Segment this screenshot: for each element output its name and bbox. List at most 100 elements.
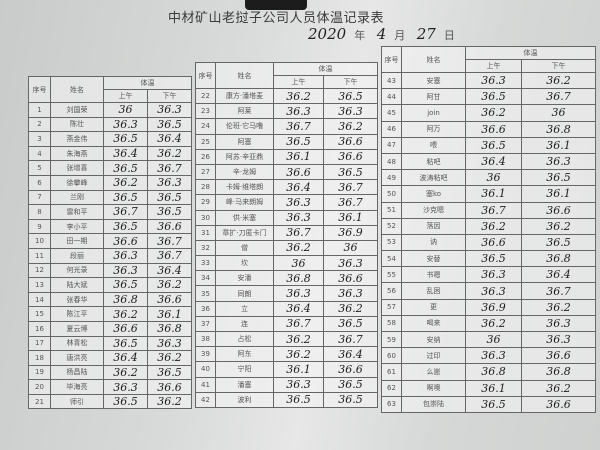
row-temp-am: 36.9 (465, 298, 522, 316)
row-temp-am: 36.5 (465, 250, 522, 268)
row-seq: 51 (381, 201, 402, 219)
row-name: 兰刚 (50, 189, 104, 206)
row-seq: 54 (381, 250, 402, 268)
row-seq: 30 (195, 209, 216, 226)
row-seq: 59 (381, 330, 402, 349)
row-seq: 22 (195, 87, 216, 105)
table-row: 38 占松 36.2 36.7 (195, 330, 378, 348)
row-temp-pm: 36.1 (323, 209, 378, 226)
table-row: 7 兰刚 36.5 36.5 (28, 189, 192, 206)
row-temp-am: 36.2 (103, 174, 148, 191)
row-name: 啊噢 (401, 379, 466, 397)
row-temp-am: 36.5 (103, 160, 148, 176)
row-temp-pm: 36.6 (323, 133, 378, 150)
row-temp-pm: 36.7 (147, 160, 192, 176)
row-seq: 31 (195, 224, 216, 241)
row-temp-am: 36.3 (103, 379, 148, 395)
row-temp-pm: 36.2 (323, 118, 378, 135)
row-temp-am: 36.5 (103, 335, 148, 352)
table-row: 42 波利 36.5 36.5 (195, 391, 378, 408)
header-temperature: 体温 (103, 76, 192, 90)
header-temperature: 体温 (465, 46, 596, 60)
row-temp-am: 36 (103, 102, 148, 118)
row-temp-am: 36 (465, 330, 522, 349)
header-name: 姓名 (215, 62, 274, 89)
row-temp-pm: 36.1 (521, 185, 596, 203)
row-name: 同朗 (215, 285, 274, 302)
row-temp-pm: 36.6 (147, 379, 192, 395)
row-temp-pm: 36.6 (323, 148, 378, 165)
row-temp-pm: 36.5 (521, 169, 596, 187)
date-day-label: 日 (443, 29, 455, 42)
row-temp-pm: 36.3 (521, 314, 596, 333)
table-row: 5 张增喜 36.5 36.7 (28, 160, 192, 176)
table-row: 13 陆大斌 36.5 36.2 (28, 277, 192, 293)
row-seq: 41 (195, 376, 216, 393)
row-temp-am: 36.3 (273, 376, 324, 393)
row-temp-am: 36.5 (273, 391, 324, 408)
row-temp-am: 36.3 (273, 285, 324, 302)
table-row: 60 过印 36.3 36.6 (381, 347, 596, 365)
row-name: 乱困 (401, 282, 466, 300)
table-row: 29 峰·马来朗姆 36.3 36.7 (195, 194, 378, 211)
row-name: 陆大斌 (50, 277, 104, 293)
table-row: 9 李小平 36.5 36.6 (28, 218, 192, 235)
row-seq: 3 (28, 131, 51, 147)
table-row: 17 林青松 36.5 36.3 (28, 335, 192, 352)
table-row: 21 师引 36.5 36.2 (28, 393, 192, 410)
row-name: 潘塞 (215, 376, 274, 393)
row-seq: 49 (381, 169, 402, 187)
row-temp-am: 36.6 (273, 163, 324, 181)
row-temp-pm: 36.4 (147, 131, 192, 147)
row-temp-am: 36.6 (103, 233, 148, 249)
row-seq: 47 (381, 136, 402, 154)
row-temp-pm: 36.6 (147, 291, 192, 308)
table-row: 63 包崇陆 36.5 36.6 (381, 395, 596, 413)
row-seq: 4 (28, 145, 51, 162)
date-month-label: 月 (394, 29, 406, 42)
row-seq: 38 (195, 330, 216, 348)
row-temp-pm: 36.8 (147, 320, 192, 337)
row-temp-pm: 36.6 (323, 270, 378, 287)
row-temp-pm: 36.3 (521, 152, 596, 171)
row-seq: 46 (381, 120, 402, 138)
row-temp-am: 36.8 (103, 291, 148, 308)
row-name: 徐攀峰 (50, 174, 104, 191)
row-temp-am: 36.3 (465, 347, 522, 365)
row-seq: 40 (195, 361, 216, 378)
row-seq: 13 (28, 277, 51, 293)
row-name: 阿塞 (215, 133, 274, 150)
table-row: 8 雷和平 36.7 36.5 (28, 204, 192, 220)
row-temp-pm: 36.6 (521, 395, 596, 413)
row-name: 康方·潘塔麦 (215, 87, 274, 105)
table-row: 39 阿东 36.2 36.4 (195, 346, 378, 363)
row-seq: 29 (195, 194, 216, 211)
row-temp-pm: 36.3 (323, 255, 378, 272)
table-row: 54 安替 36.5 36.8 (381, 250, 596, 268)
row-temp-am: 36.7 (273, 224, 324, 241)
table-row: 24 伦班·它马噜 36.7 36.2 (195, 118, 378, 135)
row-temp-pm: 36.3 (147, 174, 192, 191)
row-name: 喂 (401, 136, 466, 154)
row-name: 田一期 (50, 233, 104, 249)
row-name: 么崽 (401, 363, 466, 381)
row-temp-pm: 36.6 (323, 361, 378, 378)
row-temp-pm: 36.8 (521, 120, 596, 138)
row-seq: 7 (28, 189, 51, 206)
row-name: 落因 (401, 217, 466, 235)
header-seq: 序号 (28, 76, 51, 103)
row-name: 立 (215, 300, 274, 317)
row-name: 占松 (215, 330, 274, 348)
row-name: 安纳 (401, 330, 466, 349)
row-seq: 26 (195, 148, 216, 165)
header-am: 上午 (465, 59, 522, 73)
row-temp-pm: 36.2 (147, 350, 192, 366)
table-row: 36 立 36.4 36.2 (195, 300, 378, 317)
table-row: 16 夏云博 36.6 36.8 (28, 320, 192, 337)
row-seq: 24 (195, 118, 216, 135)
row-temp-am: 36.4 (103, 350, 148, 366)
table-row: 56 乱困 36.3 36.7 (381, 282, 596, 300)
row-name: 林青松 (50, 335, 104, 352)
row-seq: 23 (195, 103, 216, 120)
row-seq: 27 (195, 163, 216, 181)
